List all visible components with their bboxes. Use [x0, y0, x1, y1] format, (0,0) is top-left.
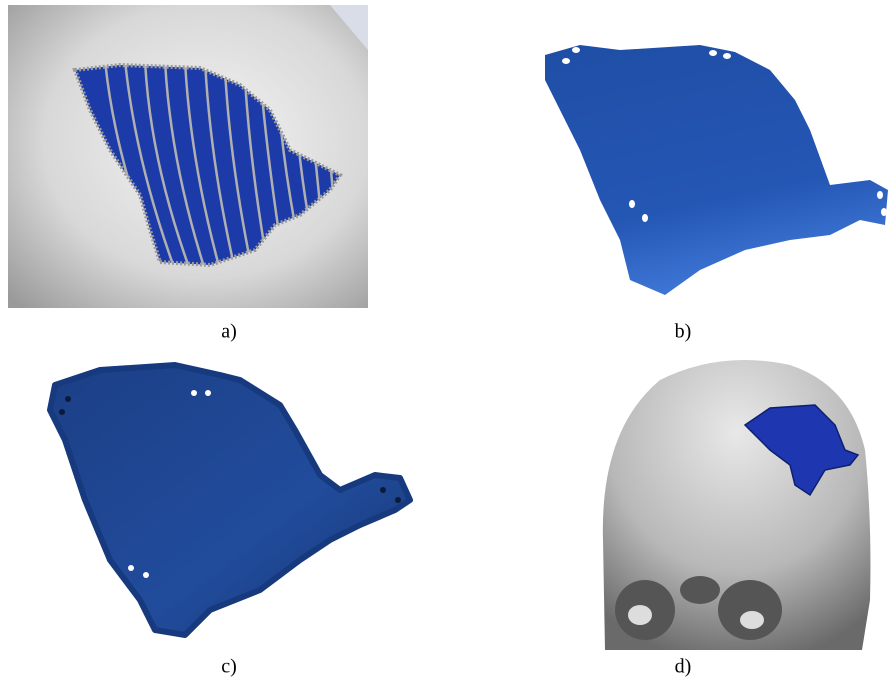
- panel-d-image: [603, 360, 871, 650]
- figure: a) b) c) d): [0, 0, 891, 684]
- panel-c-image: [50, 365, 410, 635]
- panel-a-image: [8, 5, 368, 308]
- panel-caption: c): [221, 656, 237, 678]
- panel-caption: b): [675, 321, 692, 343]
- panel-caption: a): [221, 321, 237, 343]
- panel-caption: d): [675, 656, 692, 678]
- panel-b-image: [545, 45, 888, 295]
